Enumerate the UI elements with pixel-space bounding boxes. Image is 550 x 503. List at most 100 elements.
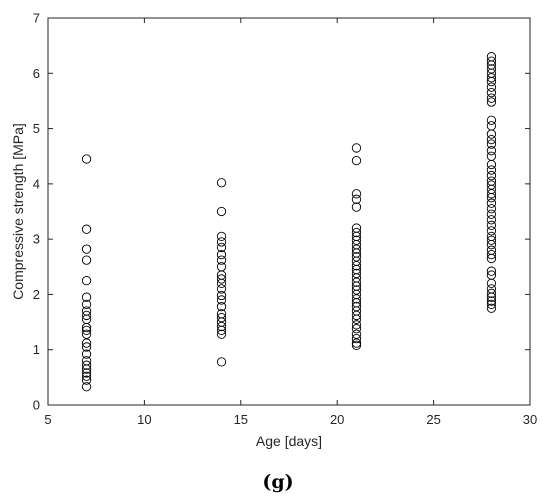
data-point: [216, 295, 227, 305]
data-point: [81, 342, 92, 352]
data-point: [351, 320, 362, 330]
x-tick-label-25: 25: [426, 412, 440, 427]
data-point: [486, 288, 497, 298]
x-axis-label: Age [days]: [256, 433, 322, 449]
x-tick-label-15: 15: [234, 412, 248, 427]
data-point: [216, 290, 227, 301]
data-point: [81, 310, 92, 321]
data-point: [216, 329, 227, 339]
data-point: [486, 115, 497, 125]
data-point: [486, 193, 497, 203]
data-point: [486, 209, 497, 219]
data-point: [81, 382, 92, 392]
data-point: [216, 237, 227, 247]
data-point: [351, 202, 362, 212]
data-point: [216, 242, 227, 253]
data-point: [351, 155, 362, 166]
data-point: [81, 371, 92, 381]
tick-labels: 5 10 15 20 25 30 0 1 2 3 4 5 6 7: [33, 11, 537, 428]
data-point: [81, 154, 92, 164]
data-point: [81, 338, 92, 348]
data-point: [486, 204, 497, 214]
y-tick-label-6: 6: [33, 66, 40, 81]
data-point: [486, 139, 497, 149]
data-point: [486, 299, 497, 310]
data-point: [486, 76, 497, 87]
data-point: [486, 170, 497, 181]
data-point: [81, 292, 92, 302]
panel-label: (g): [262, 471, 293, 493]
data-point: [486, 215, 497, 225]
data-point: [81, 299, 92, 310]
data-point: [351, 244, 362, 254]
data-point: [486, 165, 497, 175]
data-point: [216, 249, 227, 260]
data-point: [216, 206, 227, 217]
plot-area: [47, 17, 531, 406]
data-point: [486, 278, 497, 289]
data-point: [486, 240, 497, 250]
data-point: [216, 178, 227, 188]
data-point: [486, 296, 497, 306]
data-point: [486, 303, 497, 313]
axis-ticks: [47, 17, 531, 406]
data-point: [81, 224, 92, 234]
data-point: [216, 278, 227, 289]
data-point: [216, 321, 227, 332]
data-points: [81, 52, 497, 392]
y-tick-label-3: 3: [33, 232, 40, 247]
data-point: [486, 134, 497, 145]
data-point: [216, 274, 227, 284]
data-point: [486, 56, 497, 66]
x-tick-label-5: 5: [44, 412, 51, 427]
y-tick-label-4: 4: [33, 176, 40, 191]
data-point: [351, 314, 362, 324]
data-point: [486, 93, 497, 103]
data-point: [351, 338, 362, 348]
data-point: [486, 73, 497, 83]
data-point: [351, 261, 362, 271]
data-point: [81, 322, 92, 333]
data-point: [351, 294, 362, 304]
data-point: [351, 143, 362, 153]
data-point: [486, 97, 497, 107]
data-point: [351, 194, 362, 204]
data-point: [351, 340, 362, 350]
y-tick-label-1: 1: [33, 342, 40, 357]
data-point: [351, 310, 362, 321]
data-point: [81, 375, 92, 385]
data-point: [81, 368, 92, 378]
data-point: [486, 226, 497, 236]
data-point: [81, 275, 92, 286]
data-point: [486, 292, 497, 302]
data-point: [81, 244, 92, 254]
data-point: [351, 277, 362, 287]
data-point: [486, 82, 497, 92]
data-point: [486, 249, 497, 260]
data-point: [216, 231, 227, 242]
data-point: [81, 255, 92, 265]
data-point: [216, 357, 227, 367]
data-point: [351, 334, 362, 344]
data-point: [351, 189, 362, 199]
data-point: [486, 235, 497, 245]
y-tick-label-5: 5: [33, 121, 40, 136]
data-point: [486, 146, 497, 156]
y-tick-label-2: 2: [33, 287, 40, 302]
x-tick-label-10: 10: [137, 412, 151, 427]
data-point: [81, 325, 92, 336]
data-point: [351, 324, 362, 334]
data-point: [216, 284, 227, 294]
data-point: [486, 87, 497, 98]
y-tick-label-7: 7: [33, 11, 40, 26]
data-point: [486, 253, 497, 264]
y-tick-label-0: 0: [33, 398, 40, 413]
data-point: [486, 129, 497, 139]
data-point: [81, 349, 92, 359]
data-point: [81, 360, 92, 370]
data-point: [216, 255, 227, 265]
data-point: [486, 159, 497, 170]
data-point: [486, 220, 497, 230]
data-point: [486, 189, 497, 199]
data-point: [81, 364, 92, 374]
